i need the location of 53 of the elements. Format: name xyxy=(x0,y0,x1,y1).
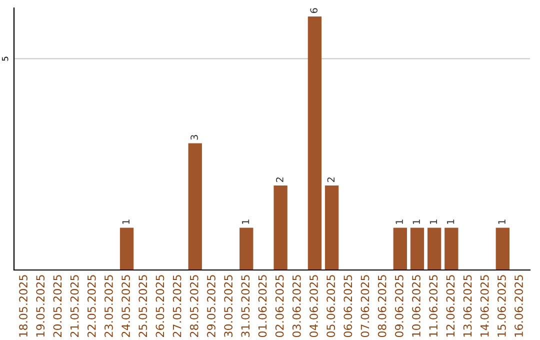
x-tick-label: 12.06.2025 xyxy=(446,275,455,337)
x-tick-label: 08.06.2025 xyxy=(378,275,386,338)
data-label: 1 xyxy=(242,220,250,224)
data-label: 1 xyxy=(447,220,454,224)
x-tick-label: 14.06.2025 xyxy=(480,275,489,337)
bar xyxy=(308,16,322,270)
x-tick-label: 06.06.2025 xyxy=(344,275,352,338)
bar xyxy=(444,228,458,270)
x-tick-label: 18.05.2025 xyxy=(19,275,28,337)
data-label: 6 xyxy=(310,8,318,13)
bar xyxy=(324,185,339,270)
x-tick-label: 26.05.2025 xyxy=(156,275,164,337)
x-tick-label: 04.06.2025 xyxy=(310,275,318,338)
bar xyxy=(496,228,510,270)
x-tick-label: 10.06.2025 xyxy=(412,275,420,337)
x-tick-label: 22.05.2025 xyxy=(87,275,96,337)
x-tick-label: 01.06.2025 xyxy=(258,275,267,338)
x-tick-label: 07.06.2025 xyxy=(360,275,370,338)
x-tick-label: 29.05.2025 xyxy=(207,275,216,337)
x-tick-label: 25.05.2025 xyxy=(138,275,148,337)
bar xyxy=(188,143,202,270)
x-tick-label: 28.05.2025 xyxy=(190,275,198,337)
bar xyxy=(274,185,288,270)
bar xyxy=(240,228,254,270)
data-label: 1 xyxy=(498,220,506,224)
x-tick-label: 13.06.2025 xyxy=(463,275,472,337)
x-tick-label: 31.05.2025 xyxy=(241,275,250,337)
x-tick-label: 02.06.2025 xyxy=(275,275,284,338)
data-label: 2 xyxy=(327,177,334,182)
bar xyxy=(427,228,442,270)
x-tick-label: 11.06.2025 xyxy=(429,275,438,337)
x-tick-label: 24.05.2025 xyxy=(122,275,130,337)
x-tick-label: 16.06.2025 xyxy=(514,275,523,337)
bar xyxy=(120,228,134,270)
data-label: 1 xyxy=(122,220,130,224)
data-label: 1 xyxy=(412,220,420,224)
data-label: 2 xyxy=(276,177,284,182)
bar xyxy=(393,228,407,270)
x-tick-label: 23.05.2025 xyxy=(104,275,113,337)
x-tick-label: 21.05.2025 xyxy=(70,275,79,337)
x-tick-label: 27.05.2025 xyxy=(172,275,182,337)
x-tick-label: 30.05.2025 xyxy=(224,275,233,337)
y-tick-label: 5 xyxy=(2,56,8,61)
x-tick-label: 09.06.2025 xyxy=(394,275,404,338)
data-label: 1 xyxy=(396,220,403,224)
data-label: 1 xyxy=(430,220,437,224)
x-tick-label: 03.06.2025 xyxy=(292,275,301,338)
x-tick-label: 15.06.2025 xyxy=(497,275,506,337)
data-label: 3 xyxy=(190,135,198,140)
x-tick-label: 05.06.2025 xyxy=(326,275,336,338)
x-tick-label: 20.05.2025 xyxy=(53,275,62,337)
x-tick-label: 19.05.2025 xyxy=(36,275,45,337)
bar xyxy=(410,228,424,270)
